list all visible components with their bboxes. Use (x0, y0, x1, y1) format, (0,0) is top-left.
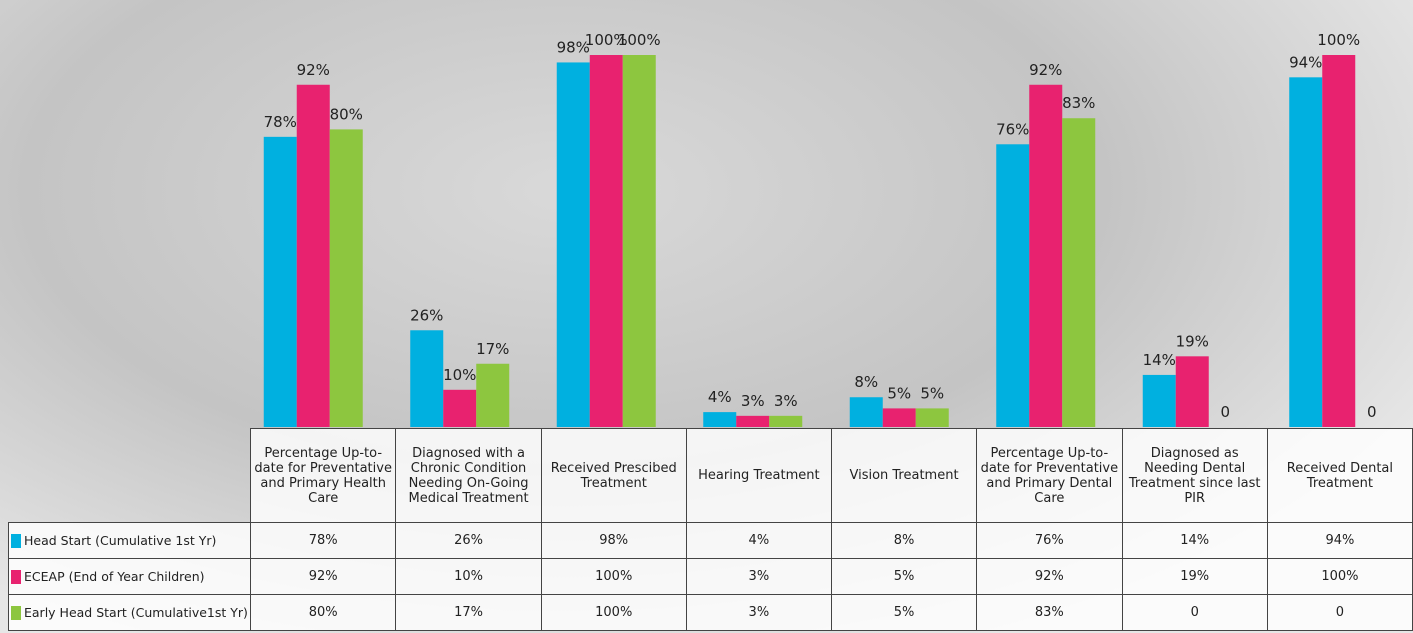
table-value: 98% (541, 523, 686, 559)
table-value: 100% (541, 595, 686, 631)
table-value: 92% (250, 559, 396, 595)
table-value: 8% (831, 523, 976, 559)
data-label: 5% (920, 384, 944, 402)
legend-cell: ECEAP (End of Year Children) (9, 559, 251, 595)
data-label: 19% (1176, 332, 1209, 350)
table-value: 5% (831, 559, 976, 595)
table-value: 80% (250, 595, 396, 631)
table-value: 17% (396, 595, 541, 631)
table-value: 92% (977, 559, 1123, 595)
bar (1289, 77, 1322, 427)
bar (996, 144, 1029, 427)
table-value: 0 (1122, 595, 1267, 631)
bar (590, 55, 623, 427)
legend-label: Head Start (Cumulative 1st Yr) (24, 533, 216, 548)
header-row: Percentage Up-to-date for Preventative a… (9, 429, 1413, 523)
table-value: 78% (250, 523, 396, 559)
data-label: 3% (741, 392, 765, 410)
legend-label: Early Head Start (Cumulative1st Yr) (24, 605, 248, 620)
data-label: 0 (1367, 403, 1377, 421)
table-value: 100% (541, 559, 686, 595)
category-label: Percentage Up-to-date for Preventative a… (250, 429, 396, 523)
data-label: 14% (1143, 351, 1176, 369)
category-label: Received Prescibed Treatment (541, 429, 686, 523)
category-label: Percentage Up-to-date for Preventative a… (977, 429, 1123, 523)
table-value: 14% (1122, 523, 1267, 559)
data-label: 76% (996, 120, 1029, 138)
bar (916, 408, 949, 427)
data-label: 4% (708, 388, 732, 406)
legend-cell: Head Start (Cumulative 1st Yr) (9, 523, 251, 559)
bar (330, 129, 363, 427)
data-label: 100% (1317, 31, 1360, 49)
table-value: 76% (977, 523, 1123, 559)
bar (410, 330, 443, 427)
data-table: Percentage Up-to-date for Preventative a… (8, 428, 1413, 631)
data-label: 80% (330, 105, 363, 123)
bar (883, 408, 916, 427)
category-label: Hearing Treatment (686, 429, 831, 523)
bar (1062, 118, 1095, 427)
data-label: 5% (887, 384, 911, 402)
bar (1176, 356, 1209, 427)
data-label: 17% (476, 340, 509, 358)
bar (264, 137, 297, 427)
bar (769, 416, 802, 427)
legend-label: ECEAP (End of Year Children) (24, 569, 205, 584)
data-label: 92% (1029, 61, 1062, 79)
table-value: 94% (1267, 523, 1412, 559)
bar (297, 85, 330, 427)
table-value: 100% (1267, 559, 1412, 595)
data-label: 78% (264, 113, 297, 131)
table-value: 0 (1267, 595, 1412, 631)
table-value: 26% (396, 523, 541, 559)
bar (703, 412, 736, 427)
data-label: 83% (1062, 94, 1095, 112)
category-label: Diagnosed as Needing Dental Treatment si… (1122, 429, 1267, 523)
data-label: 8% (854, 373, 878, 391)
data-label: 100% (618, 31, 661, 49)
bar (736, 416, 769, 427)
legend-swatch (11, 606, 21, 620)
bar (557, 62, 590, 427)
table-value: 3% (686, 559, 831, 595)
category-label: Received Dental Treatment (1267, 429, 1412, 523)
legend-swatch (11, 570, 21, 584)
data-label: 26% (410, 306, 443, 324)
category-label: Vision Treatment (831, 429, 976, 523)
data-label: 94% (1289, 53, 1322, 71)
bar (1029, 85, 1062, 427)
bar (476, 364, 509, 427)
data-label: 0 (1220, 403, 1230, 421)
category-label: Diagnosed with a Chronic Condition Needi… (396, 429, 541, 523)
page: 78%92%80%26%10%17%98%100%100%4%3%3%8%5%5… (0, 0, 1413, 633)
legend-swatch (11, 534, 21, 548)
series-row: Head Start (Cumulative 1st Yr) 78%26%98%4… (9, 523, 1413, 559)
data-label: 3% (774, 392, 798, 410)
table-value: 4% (686, 523, 831, 559)
table-value: 5% (831, 595, 976, 631)
series-row: ECEAP (End of Year Children)92%10%100%3%… (9, 559, 1413, 595)
data-label: 92% (297, 61, 330, 79)
bar (1322, 55, 1355, 427)
bar (1143, 375, 1176, 427)
table-value: 3% (686, 595, 831, 631)
series-row: Early Head Start (Cumulative1st Yr)80%17… (9, 595, 1413, 631)
bar (443, 390, 476, 427)
bar (850, 397, 883, 427)
legend-cell: Early Head Start (Cumulative1st Yr) (9, 595, 251, 631)
blank-cell (9, 429, 251, 523)
bar (623, 55, 656, 427)
data-label: 10% (443, 366, 476, 384)
table-value: 19% (1122, 559, 1267, 595)
table-value: 10% (396, 559, 541, 595)
table-value: 83% (977, 595, 1123, 631)
